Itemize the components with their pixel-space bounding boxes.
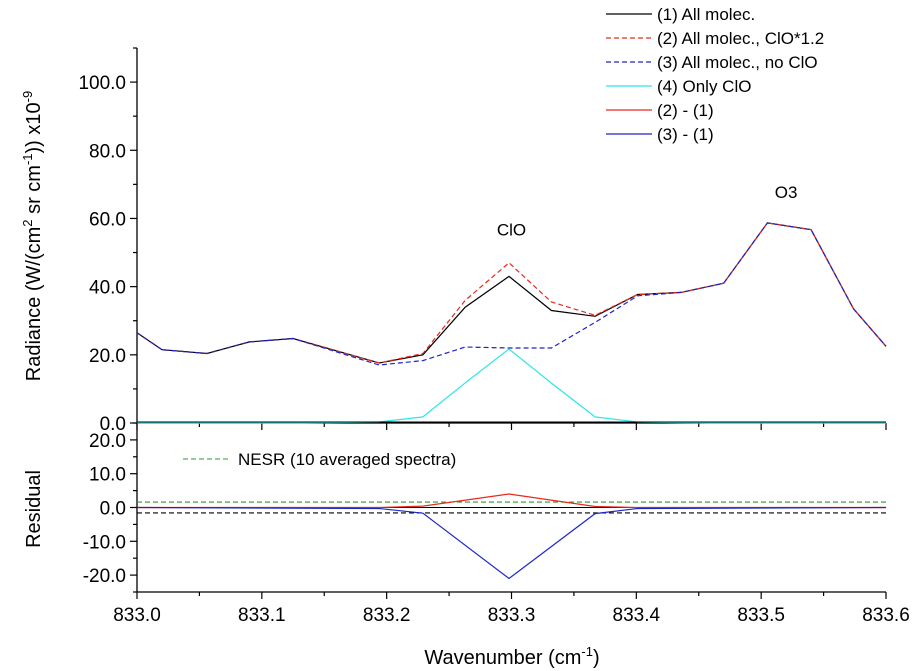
legend-label: (2) All molec., ClO*1.2 — [657, 29, 824, 48]
x-tick-label: 833.2 — [363, 605, 411, 626]
legend-label: (4) Only ClO — [657, 77, 751, 96]
main-y-tick-label: 80.0 — [89, 141, 126, 162]
series-line — [137, 348, 886, 424]
x-tick-label: 833.3 — [488, 605, 536, 626]
main-y-axis-title: Radiance (W/(cm2 sr cm-1)) x10-9 — [20, 91, 45, 381]
x-tick-label: 833.4 — [613, 605, 661, 626]
residual-y-axis-title: Residual — [23, 470, 45, 548]
residual-y-tick-label: 0.0 — [100, 499, 126, 520]
residual-series-line — [137, 493, 886, 509]
x-tick-label: 833.1 — [238, 605, 286, 626]
x-tick-label: 833.0 — [113, 605, 161, 626]
main-y-tick-label: 60.0 — [89, 209, 126, 230]
residual-panel: -20.0 -10.0 0.0 10.0 20.0 833.0 833.1 833.2 833.… — [83, 422, 910, 626]
series-line — [136, 222, 887, 366]
legend-label: (3) All molec., no ClO — [657, 53, 818, 72]
x-tick-label: 833.6 — [862, 605, 910, 626]
main-y-tick-label: 20.0 — [89, 346, 126, 367]
residual-y-tick-label: -20.0 — [83, 566, 126, 587]
peak-annotation: O3 — [775, 183, 798, 202]
legend-label: (3) - (1) — [657, 125, 714, 144]
legend-label: (1) All molec. — [657, 5, 755, 24]
series-line — [136, 222, 887, 364]
peak-annotation: ClO — [497, 221, 526, 240]
x-tick-label: 833.5 — [737, 605, 785, 626]
nesr-legend-label: NESR (10 averaged spectra) — [238, 450, 456, 469]
residual-series-line — [136, 506, 887, 580]
main-y-tick-label: 0.0 — [100, 414, 126, 435]
main-y-tick-label: 40.0 — [89, 278, 126, 299]
main-panel: 0.0 20.0 40.0 60.0 80.0 100.0 ClO O3 — [78, 47, 887, 435]
legend-label: (2) - (1) — [657, 101, 714, 120]
legend: (1) All molec. (2) All molec., ClO*1.2 (3)… — [606, 5, 824, 144]
x-axis-title: Wavenumber (cm-1) — [424, 644, 599, 669]
residual-y-tick-label: 20.0 — [89, 431, 126, 452]
residual-y-tick-label: 10.0 — [89, 465, 126, 486]
main-y-tick-label: 100.0 — [78, 73, 126, 94]
residual-y-tick-label: -10.0 — [83, 532, 126, 553]
